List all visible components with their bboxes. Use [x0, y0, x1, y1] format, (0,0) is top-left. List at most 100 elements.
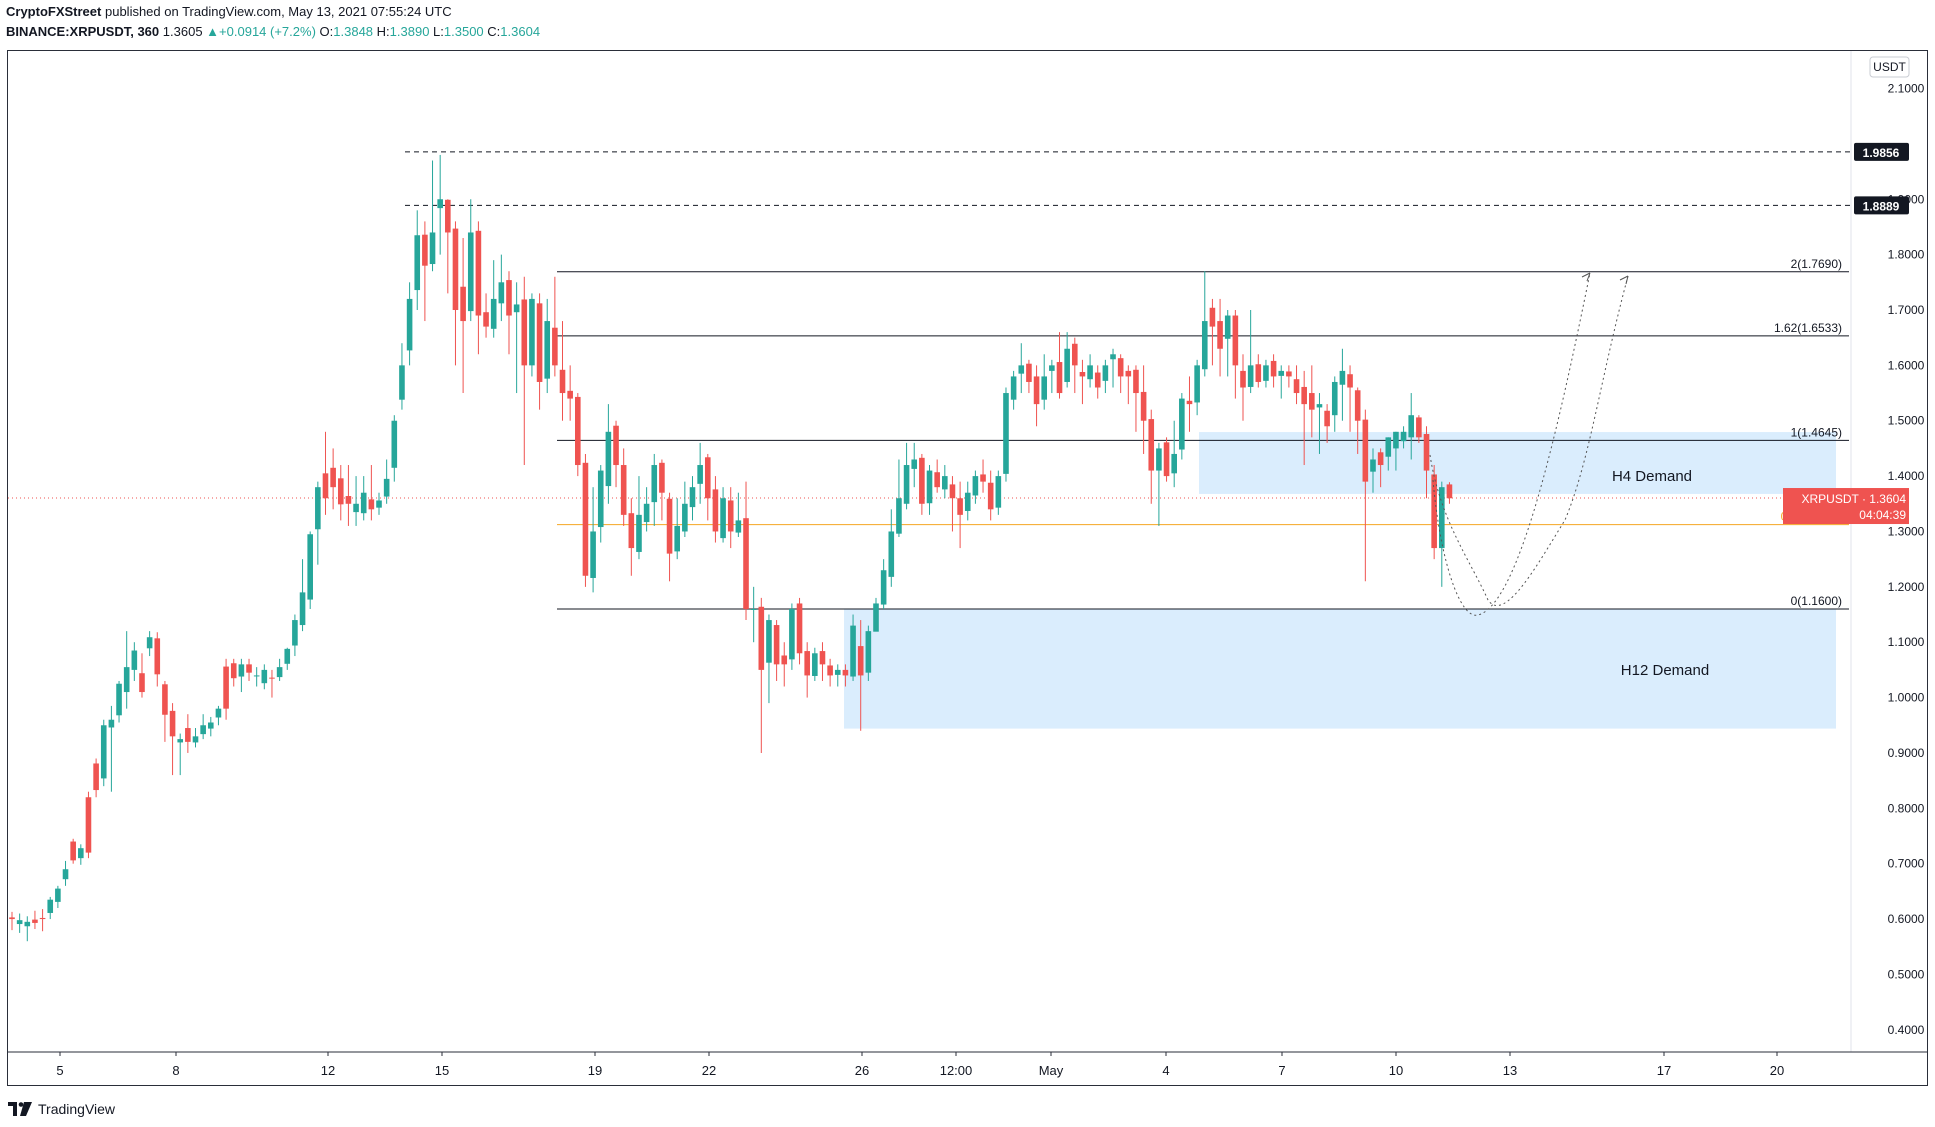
candle-body — [834, 669, 841, 675]
x-tick-label: 4 — [1162, 1063, 1169, 1078]
candle-body — [62, 869, 69, 880]
candle-body — [743, 518, 749, 609]
demand-zone — [844, 608, 1836, 729]
y-tick-label: 0.7000 — [1888, 857, 1925, 871]
candle-body — [406, 298, 413, 351]
candle-body — [766, 620, 772, 663]
candle-body — [857, 646, 864, 676]
candle-body — [544, 321, 551, 379]
candle-body — [903, 465, 910, 504]
candle-body — [1247, 365, 1254, 387]
price-change: +0.0914 (+7.2%) — [219, 24, 316, 39]
close-label: C: — [487, 24, 501, 39]
x-tick-label: May — [1039, 1063, 1064, 1078]
candle-body — [39, 917, 46, 920]
candle-body — [1309, 393, 1315, 410]
symbol-name[interactable]: BINANCE:XRPUSDT, 360 — [6, 24, 160, 39]
x-tick-label: 12 — [321, 1063, 335, 1078]
candle-body — [1201, 321, 1208, 370]
y-tick-label: 0.4000 — [1888, 1023, 1925, 1037]
tradingview-logo-icon[interactable] — [8, 1102, 32, 1116]
candle-body — [781, 655, 788, 665]
candle-body — [865, 631, 872, 673]
candle-body — [575, 396, 581, 466]
candle-body — [1125, 370, 1132, 377]
candle-body — [536, 303, 543, 382]
current-price-badge — [1783, 488, 1909, 525]
x-tick-label: 12:00 — [940, 1063, 973, 1078]
candle-body — [467, 232, 474, 312]
demand-zone — [1199, 432, 1836, 494]
countdown-label: 04:04:39 — [1859, 508, 1906, 522]
candle-body — [1301, 386, 1307, 405]
candle-body — [682, 503, 688, 532]
candle-body — [429, 232, 436, 265]
candle-body — [643, 503, 650, 523]
projection-path-deep — [1429, 275, 1629, 607]
candle-body — [850, 625, 856, 677]
candle-body — [154, 638, 161, 675]
price-badge-label: 1.9856 — [1863, 146, 1900, 160]
candle-body — [934, 472, 940, 488]
candle-body — [919, 457, 925, 504]
candle-body — [1209, 307, 1216, 327]
footer: TradingView — [8, 1101, 115, 1117]
candle-body — [1186, 400, 1193, 405]
candle-body — [47, 899, 54, 913]
candle-body — [177, 739, 184, 743]
candle-body — [697, 465, 703, 484]
candle-body — [666, 498, 673, 554]
projection-arrowhead — [1581, 272, 1591, 282]
candle-body — [949, 484, 956, 499]
demand-zone-label: H4 Demand — [1612, 468, 1692, 485]
y-tick-label: 0.6000 — [1888, 912, 1925, 926]
fib-level-label: 1(1.4645) — [1791, 425, 1842, 439]
y-tick-label: 1.1000 — [1888, 635, 1925, 649]
candle-body — [498, 282, 505, 304]
x-tick-label: 13 — [1503, 1063, 1517, 1078]
candle-body — [888, 531, 895, 577]
price-badge — [1854, 142, 1909, 161]
candle-body — [980, 474, 986, 482]
x-tick-label: 15 — [435, 1063, 449, 1078]
candle-body — [322, 473, 329, 499]
candle-body — [1400, 431, 1407, 442]
candle-body — [735, 520, 742, 533]
candle-body — [108, 719, 115, 728]
candle-body — [246, 664, 252, 673]
candle-body — [972, 476, 979, 496]
candle-body — [230, 663, 237, 679]
candle-body — [1156, 448, 1162, 471]
candle-body — [1117, 358, 1124, 377]
author-name[interactable]: CryptoFXStreet — [6, 4, 102, 19]
candle-body — [315, 487, 321, 530]
candle-body — [100, 725, 107, 779]
candle-body — [1003, 393, 1009, 474]
candle-body — [521, 299, 528, 366]
candle-body — [307, 534, 313, 600]
candle-body — [529, 298, 535, 366]
candle-body — [483, 312, 489, 327]
x-tick-label: 20 — [1770, 1063, 1784, 1078]
candle-body — [1446, 484, 1453, 499]
candle-body — [1423, 434, 1430, 471]
candle-body — [704, 457, 711, 499]
candle-body — [368, 499, 375, 510]
chart-frame — [7, 50, 1928, 1086]
candle-body — [391, 420, 398, 468]
candle-body — [116, 683, 122, 716]
candle-body — [1140, 391, 1147, 421]
candle-body — [758, 606, 765, 670]
candle-body — [590, 531, 596, 578]
candle-body — [1240, 370, 1246, 388]
candle-body — [1232, 315, 1239, 366]
candle-body — [1110, 354, 1116, 360]
candle-body — [559, 369, 566, 394]
candle-body — [383, 478, 390, 497]
candle-body — [299, 592, 306, 626]
candle-body — [261, 669, 268, 684]
candle-body — [139, 673, 145, 693]
high-label: H: — [376, 24, 390, 39]
candle-body — [1370, 459, 1376, 472]
